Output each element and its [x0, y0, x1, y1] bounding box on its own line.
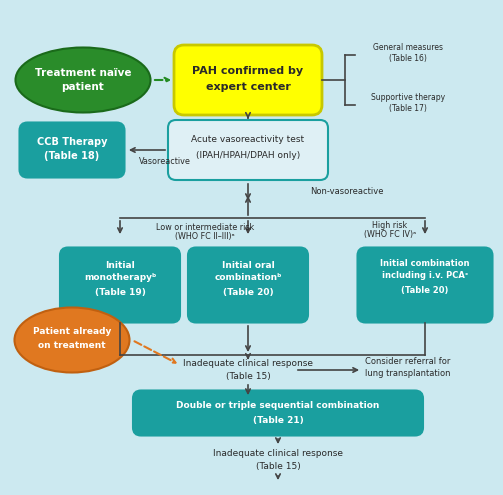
Text: Inadequate clinical response: Inadequate clinical response: [183, 359, 313, 368]
FancyBboxPatch shape: [188, 248, 308, 323]
FancyBboxPatch shape: [60, 248, 180, 323]
Text: General measures: General measures: [373, 44, 443, 52]
Text: (Table 18): (Table 18): [44, 151, 100, 161]
Text: (WHO FC II–III)ᵃ: (WHO FC II–III)ᵃ: [175, 233, 235, 242]
FancyBboxPatch shape: [133, 391, 423, 436]
FancyBboxPatch shape: [20, 122, 125, 178]
Text: patient: patient: [62, 82, 105, 92]
Text: (Table 15): (Table 15): [226, 372, 271, 381]
Text: CCB Therapy: CCB Therapy: [37, 137, 107, 147]
Text: expert center: expert center: [206, 82, 290, 92]
Text: Non-vasoreactive: Non-vasoreactive: [310, 188, 383, 197]
Text: (Table 15): (Table 15): [256, 461, 300, 471]
Text: Treatment naïve: Treatment naïve: [35, 68, 131, 78]
Text: High risk: High risk: [372, 220, 407, 230]
Text: (Table 20): (Table 20): [401, 286, 449, 295]
Text: monotherapyᵇ: monotherapyᵇ: [84, 274, 156, 283]
Text: Inadequate clinical response: Inadequate clinical response: [213, 449, 343, 458]
Ellipse shape: [15, 307, 129, 373]
Ellipse shape: [16, 48, 150, 112]
Text: (WHO FC IV)ᵃ: (WHO FC IV)ᵃ: [364, 231, 416, 240]
FancyBboxPatch shape: [174, 45, 322, 115]
Text: lung transplantation: lung transplantation: [365, 369, 451, 379]
Text: including i.v. PCAᶜ: including i.v. PCAᶜ: [382, 271, 468, 281]
Text: Acute vasoreactivity test: Acute vasoreactivity test: [192, 136, 304, 145]
Text: Double or triple sequential combination: Double or triple sequential combination: [177, 400, 380, 409]
Text: Initial oral: Initial oral: [222, 260, 274, 269]
Text: Initial combination: Initial combination: [380, 258, 470, 267]
Text: (Table 21): (Table 21): [253, 415, 303, 425]
Text: Vasoreactive: Vasoreactive: [139, 157, 191, 166]
Text: Low or intermediate risk: Low or intermediate risk: [156, 222, 254, 232]
Text: (IPAH/HPAH/DPAH only): (IPAH/HPAH/DPAH only): [196, 150, 300, 159]
Text: (Table 16): (Table 16): [389, 54, 427, 63]
Text: Consider referral for: Consider referral for: [365, 357, 450, 366]
Text: on treatment: on treatment: [38, 342, 106, 350]
FancyBboxPatch shape: [168, 120, 328, 180]
Text: combinationᵇ: combinationᵇ: [214, 274, 282, 283]
Text: Supportive therapy: Supportive therapy: [371, 93, 445, 101]
FancyBboxPatch shape: [358, 248, 492, 323]
Text: (Table 19): (Table 19): [95, 288, 145, 297]
Text: Patient already: Patient already: [33, 328, 111, 337]
Text: Initial: Initial: [105, 260, 135, 269]
Text: PAH confirmed by: PAH confirmed by: [193, 66, 304, 76]
Text: (Table 20): (Table 20): [223, 288, 273, 297]
Text: (Table 17): (Table 17): [389, 103, 427, 112]
